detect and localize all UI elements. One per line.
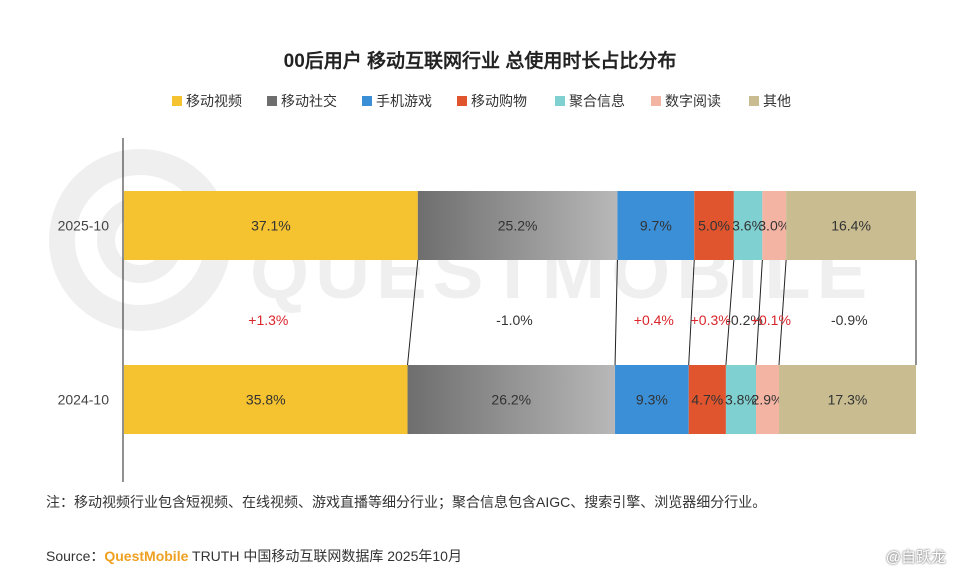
legend-swatch: [172, 96, 182, 106]
legend-item: 移动社交: [267, 93, 337, 109]
bar-segment: [756, 365, 779, 434]
bars: 37.1% 25.2% 9.7% 5.0% 3.6%3.0% 16.4% 35.8% 26.2…: [124, 191, 916, 434]
legend-label: 移动购物: [471, 93, 527, 109]
bar-segment: [124, 365, 408, 434]
bar-segment: [615, 365, 689, 434]
source-text: TRUTH 中国移动互联网数据库 2025年10月: [188, 548, 462, 564]
connector-line: [755, 259, 763, 366]
bar-segment: [762, 191, 787, 260]
source-line: Source：QuestMobile TRUTH 中国移动互联网数据库 2025…: [46, 546, 462, 566]
bar-value-label: 3.6%: [732, 218, 764, 234]
category-labels: 2025-10 2024-10: [58, 218, 110, 408]
connector-line: [407, 259, 419, 366]
legend-swatch: [651, 96, 661, 106]
category-label: 2025-10: [58, 218, 110, 234]
legend-item: 聚合信息: [555, 93, 625, 109]
bar-segment: [725, 365, 757, 434]
change-label: +1.3%: [248, 312, 288, 328]
bar-value-label: 3.8%: [725, 392, 757, 408]
bar-value-label: 9.7%: [640, 218, 672, 234]
change-label: -0.9%: [831, 312, 868, 328]
connector-line: [778, 259, 787, 366]
bar-segment: [733, 191, 763, 260]
category-label: 2024-10: [58, 392, 110, 408]
connector-line: [725, 259, 735, 366]
change-label: +0.3%: [691, 312, 731, 328]
bar-value-label: 2.9%: [752, 392, 784, 408]
source-label: Source：: [46, 548, 105, 564]
legend-label: 手机游戏: [376, 93, 432, 109]
chart-title: 00后用户 移动互联网行业 总使用时长占比分布: [284, 49, 677, 72]
change-label: +0.1%: [751, 312, 791, 328]
legend-item: 移动视频: [172, 93, 242, 109]
legend-item: 手机游戏: [362, 93, 432, 109]
bar-value-label: 17.3%: [828, 392, 868, 408]
connector-line: [688, 259, 695, 366]
legend-label: 其他: [763, 93, 791, 109]
source-brand: QuestMobile: [104, 548, 189, 564]
legend: 移动视频 移动社交 手机游戏 移动购物 聚合信息 数字阅读 其他: [172, 93, 791, 109]
change-label: -1.0%: [496, 312, 533, 328]
connectors: [407, 259, 917, 366]
legend-label: 数字阅读: [665, 93, 721, 109]
legend-swatch: [555, 96, 565, 106]
legend-swatch: [749, 96, 759, 106]
legend-swatch: [267, 96, 277, 106]
bar-value-label: 26.2%: [491, 392, 531, 408]
bar-value-label: 9.3%: [636, 392, 668, 408]
bar-segment: [617, 191, 695, 260]
change-label: -0.2%: [726, 312, 763, 328]
legend-item: 移动购物: [457, 93, 527, 109]
change-labels: +1.3% -1.0% +0.4% +0.3%-0.2%+0.1% -0.9%: [248, 312, 867, 328]
bar-segment: [417, 191, 618, 260]
weibo-watermark: @自跃龙: [885, 549, 946, 566]
bar-segment: [694, 191, 734, 260]
bar-value-label: 37.1%: [251, 218, 291, 234]
bar-segment: [688, 365, 726, 434]
bar-segment: [778, 365, 916, 434]
legend-item: 其他: [749, 93, 791, 109]
legend-label: 移动社交: [281, 93, 337, 109]
connector-line: [614, 259, 618, 366]
bar-value-label: 16.4%: [831, 218, 871, 234]
bar-segment: [124, 191, 418, 260]
legend-label: 聚合信息: [569, 93, 625, 109]
bar-value-label: 5.0%: [698, 218, 730, 234]
legend-item: 数字阅读: [651, 93, 721, 109]
bar-value-label: 3.0%: [758, 218, 790, 234]
legend-label: 移动视频: [186, 93, 242, 109]
legend-swatch: [457, 96, 467, 106]
bar-segment: [407, 365, 616, 434]
legend-swatch: [362, 96, 372, 106]
bar-value-label: 25.2%: [498, 218, 538, 234]
bar-value-label: 35.8%: [246, 392, 286, 408]
footnote: 注：移动视频行业包含短视频、在线视频、游戏直播等细分行业；聚合信息包含AIGC、…: [46, 494, 767, 510]
change-label: +0.4%: [634, 312, 674, 328]
bar-segment: [786, 191, 916, 260]
bar-value-label: 4.7%: [691, 392, 723, 408]
